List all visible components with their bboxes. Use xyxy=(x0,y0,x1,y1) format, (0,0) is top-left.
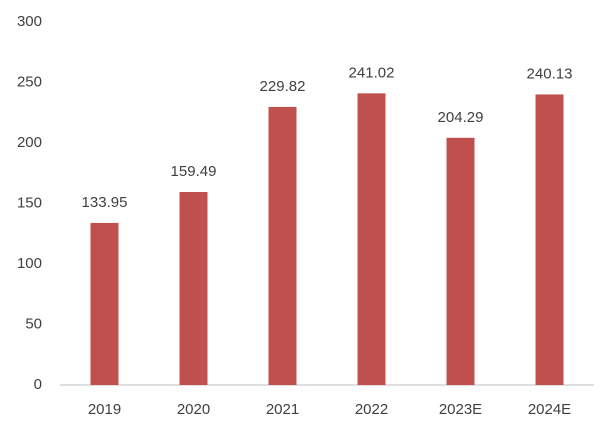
bar xyxy=(179,192,208,385)
x-tick-label: 2020 xyxy=(177,401,210,418)
y-tick-label: 50 xyxy=(25,315,42,332)
data-label: 133.95 xyxy=(82,194,128,211)
bar xyxy=(90,222,119,385)
x-tick-label: 2024E xyxy=(528,401,571,418)
bar xyxy=(535,94,564,386)
bar xyxy=(268,106,297,386)
y-tick-label: 300 xyxy=(17,13,42,30)
x-tick-label: 2021 xyxy=(266,401,299,418)
data-label: 159.49 xyxy=(171,163,217,180)
y-tick-label: 250 xyxy=(17,73,42,90)
y-tick-label: 0 xyxy=(34,376,42,393)
bar xyxy=(357,93,386,386)
data-label: 229.82 xyxy=(260,78,306,95)
bar xyxy=(446,137,475,385)
x-tick-label: 2022 xyxy=(355,401,388,418)
x-tick-label: 2023E xyxy=(439,401,482,418)
y-tick-label: 150 xyxy=(17,194,42,211)
data-label: 240.13 xyxy=(527,65,573,82)
y-tick-label: 100 xyxy=(17,255,42,272)
y-tick-label: 200 xyxy=(17,134,42,151)
data-label: 204.29 xyxy=(438,109,484,126)
data-label: 241.02 xyxy=(349,64,395,81)
x-tick-label: 2019 xyxy=(88,401,121,418)
